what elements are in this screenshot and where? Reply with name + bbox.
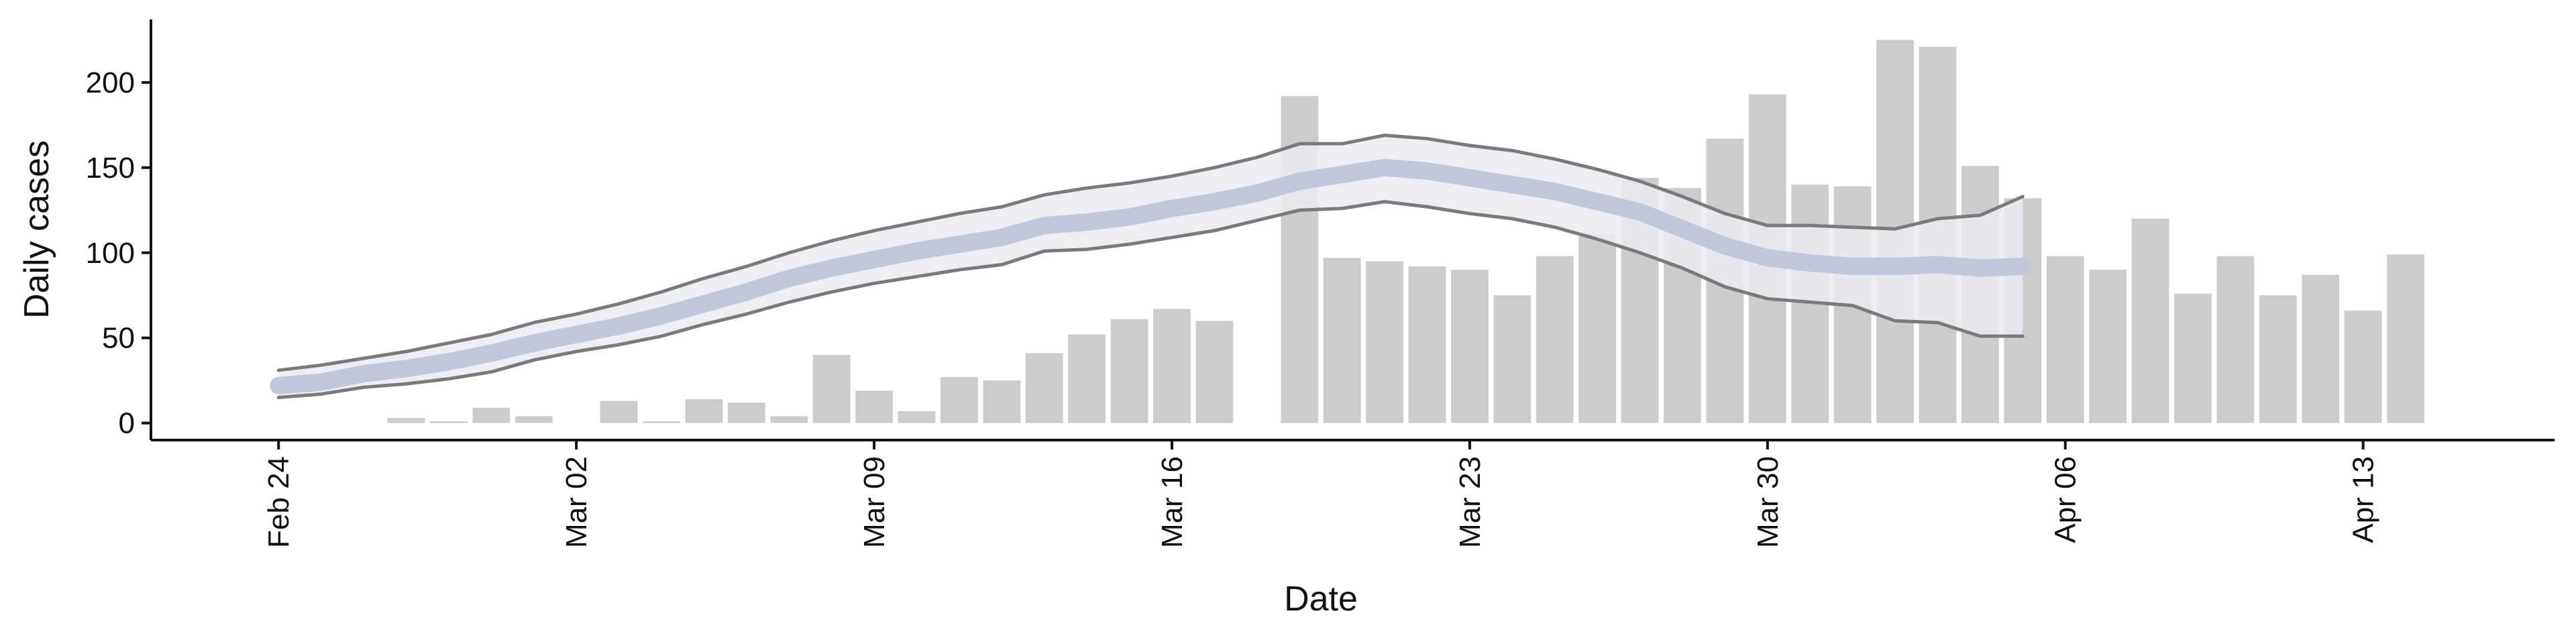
bar <box>898 411 936 423</box>
bar <box>515 416 553 423</box>
bar <box>430 421 468 423</box>
bar <box>1323 258 1361 423</box>
bar <box>855 390 893 423</box>
x-tick-label: Mar 23 <box>1454 456 1487 548</box>
bar <box>727 402 765 423</box>
x-tick-label: Feb 24 <box>262 456 295 548</box>
bar <box>1408 266 1446 423</box>
bar <box>2131 219 2169 423</box>
bar <box>1068 334 1106 423</box>
bar <box>387 418 425 423</box>
bar <box>1110 319 1148 423</box>
x-tick-label: Apr 06 <box>2049 456 2082 543</box>
x-tick-label: Mar 02 <box>560 456 593 548</box>
bar <box>1578 233 1617 423</box>
bar <box>940 377 978 423</box>
bar <box>2216 256 2255 423</box>
y-tick-label: 200 <box>86 66 135 99</box>
median-line <box>270 158 2032 394</box>
bar <box>643 421 680 423</box>
bar <box>2302 274 2340 423</box>
bar <box>2344 311 2382 423</box>
bar <box>2089 270 2127 423</box>
y-axis-title: Daily cases <box>17 140 56 319</box>
bar <box>1536 256 1574 423</box>
bar <box>472 407 511 423</box>
bar <box>770 416 808 423</box>
y-tick-label: 100 <box>86 237 135 270</box>
x-tick-label: Mar 30 <box>1752 456 1784 548</box>
bar <box>1153 309 1191 423</box>
x-tick-label: Mar 16 <box>1156 456 1189 548</box>
y-tick-label: 50 <box>102 322 135 355</box>
bar <box>1366 261 1403 423</box>
x-tick-label: Mar 09 <box>858 456 891 548</box>
x-axis-title: Date <box>1284 580 1358 619</box>
bar <box>1195 321 1234 423</box>
bar <box>685 399 723 423</box>
bar <box>983 380 1021 423</box>
bar <box>812 355 851 423</box>
bar <box>2387 254 2424 423</box>
lower-line <box>276 200 2025 400</box>
bar <box>600 400 638 423</box>
bar <box>2259 295 2297 423</box>
y-tick-label: 150 <box>86 152 135 184</box>
bar <box>1025 353 1063 423</box>
upper-line <box>276 133 2025 372</box>
bar <box>1493 295 1532 423</box>
bar <box>2046 256 2084 423</box>
bar <box>2174 293 2212 423</box>
bar <box>1450 270 1489 423</box>
x-tick-label: Apr 13 <box>2347 456 2380 543</box>
y-tick-label: 0 <box>119 407 135 440</box>
